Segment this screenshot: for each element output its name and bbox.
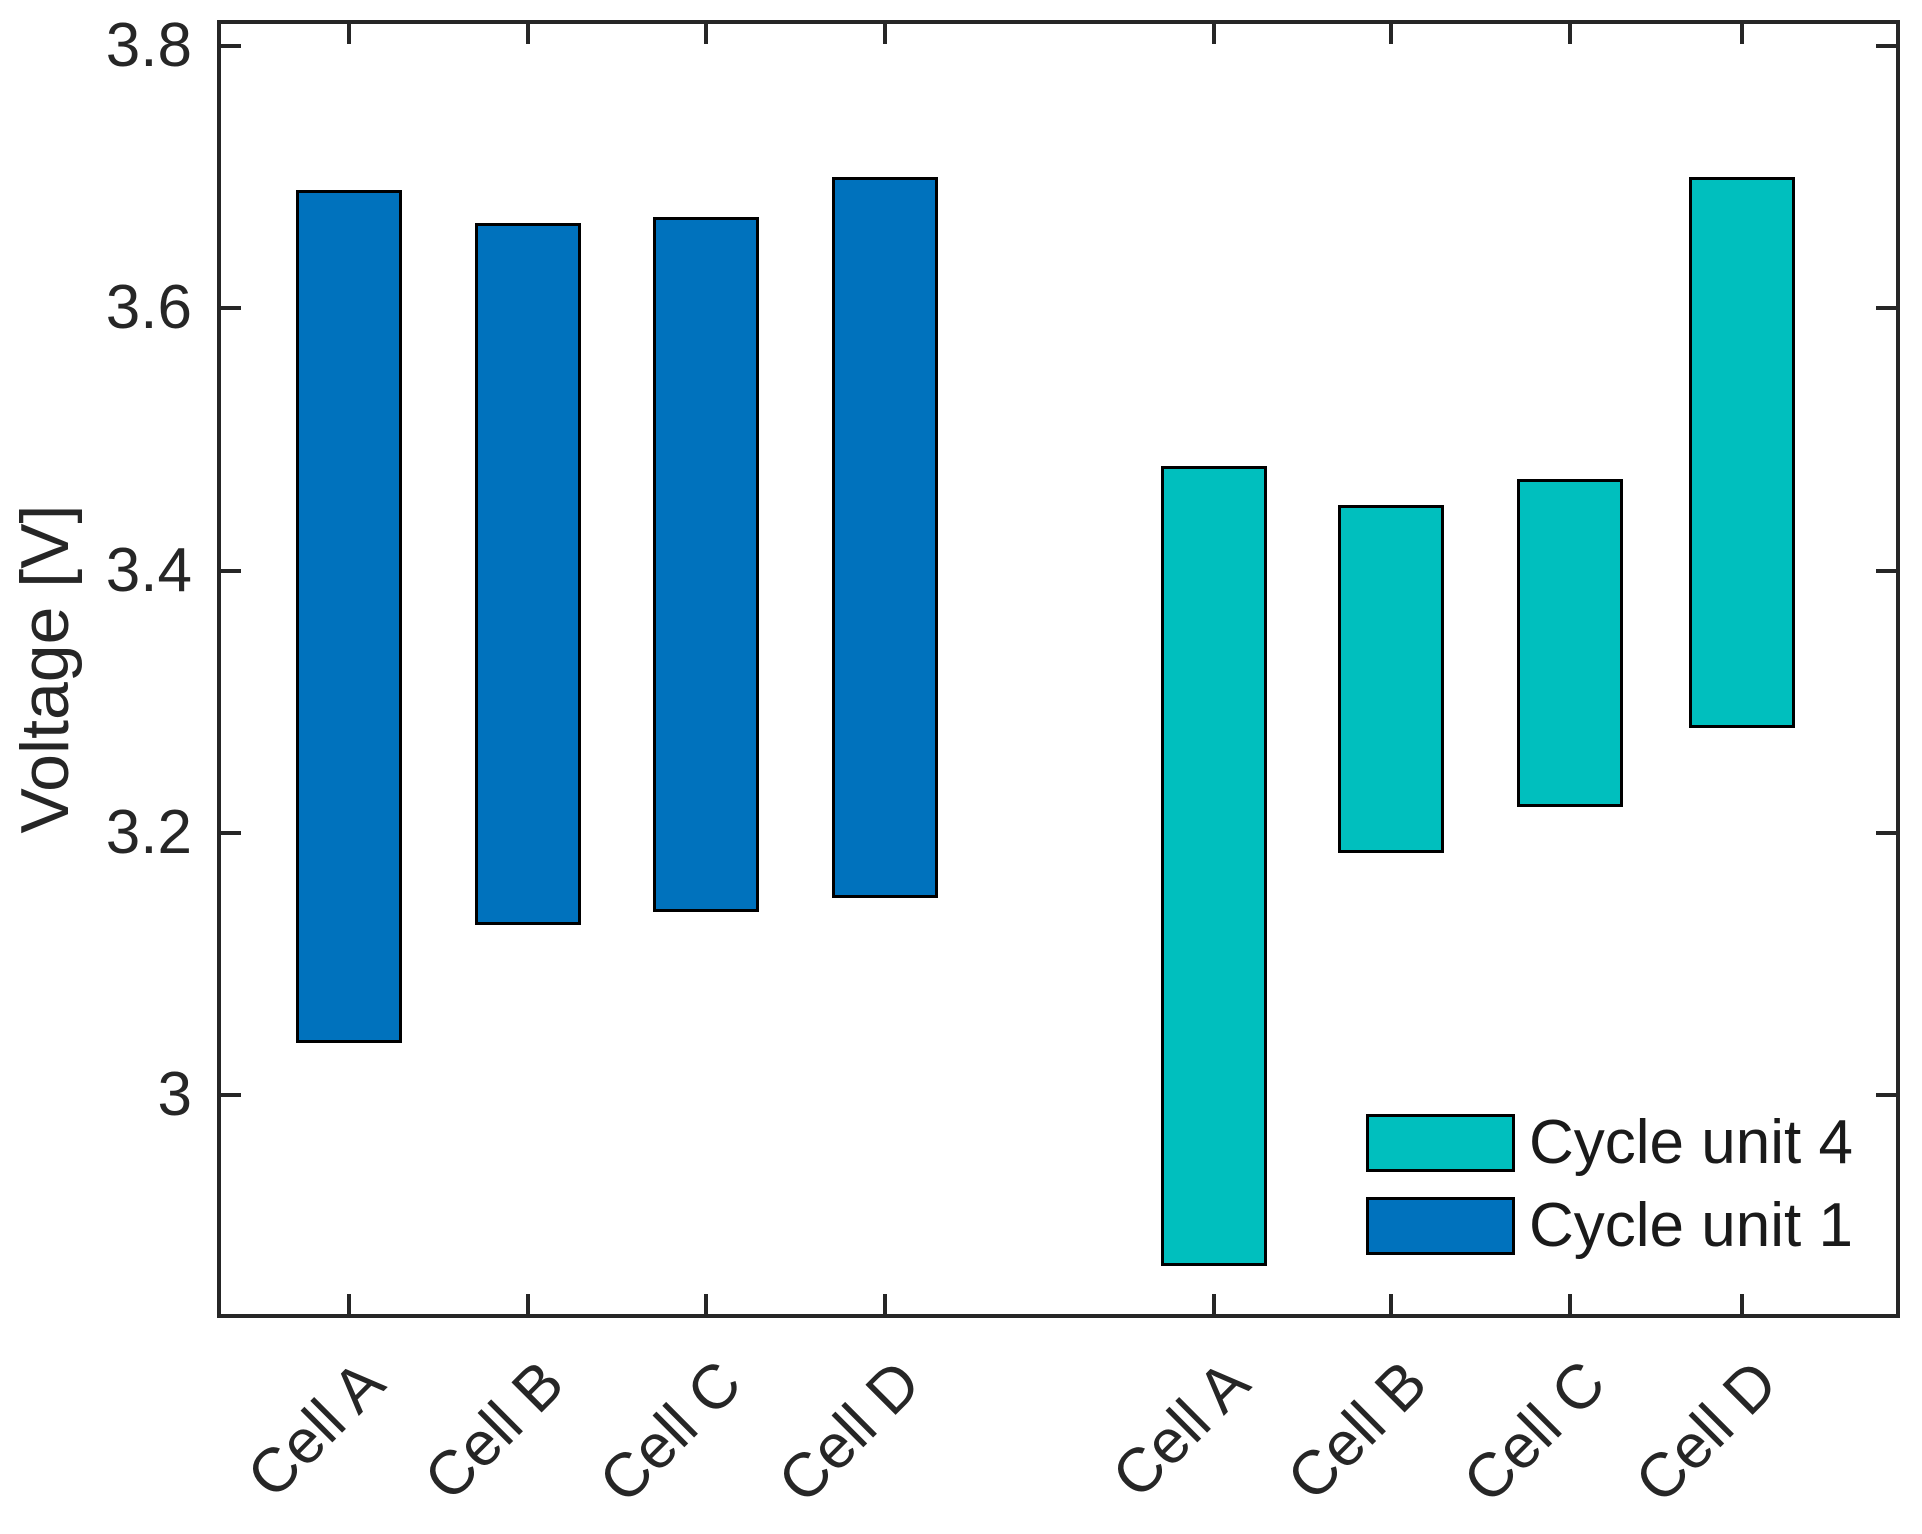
legend-swatch-cycle-unit-4 xyxy=(1366,1114,1515,1172)
y-tick-mark-left-3.4 xyxy=(221,568,241,573)
bar-cycle-unit-1-cell-c-2 xyxy=(653,216,760,912)
legend-label-cycle-unit-4: Cycle unit 4 xyxy=(1529,1108,1853,1177)
bar-cycle-unit-4-cell-a-4 xyxy=(1161,465,1267,1266)
legend-swatch-cycle-unit-1 xyxy=(1366,1197,1515,1255)
bar-cycle-unit-4-cell-b-5 xyxy=(1337,505,1444,853)
x-tick-mark-bottom-cell-c-2 xyxy=(704,1294,709,1314)
x-tick-mark-bottom-cell-b-1 xyxy=(526,1294,531,1314)
x-tick-mark-top-cell-d-3 xyxy=(882,24,887,44)
y-tick-mark-right-3.4 xyxy=(1876,568,1896,573)
x-tick-mark-bottom-cell-d-3 xyxy=(882,1294,887,1314)
y-tick-mark-left-3.6 xyxy=(221,306,241,311)
x-tick-label-cell-c-2: Cell C xyxy=(586,1348,755,1517)
y-tick-mark-right-3.2 xyxy=(1876,830,1896,835)
y-tick-label-3.4: 3.4 xyxy=(105,535,192,605)
x-tick-mark-top-cell-c-2 xyxy=(704,24,709,44)
y-tick-label-3.2: 3.2 xyxy=(105,797,192,867)
legend-label-cycle-unit-1: Cycle unit 1 xyxy=(1529,1191,1853,1260)
x-tick-mark-top-cell-a-0 xyxy=(346,24,351,44)
x-tick-label-cell-a-0: Cell A xyxy=(234,1348,398,1512)
y-tick-mark-right-3.6 xyxy=(1876,306,1896,311)
y-tick-mark-left-3.8 xyxy=(221,44,241,49)
x-tick-mark-bottom-cell-b-5 xyxy=(1388,1294,1393,1314)
x-tick-label-cell-b-1: Cell B xyxy=(411,1348,577,1514)
x-tick-label-cell-d-7: Cell D xyxy=(1622,1348,1791,1517)
x-tick-mark-bottom-cell-a-0 xyxy=(346,1294,351,1314)
bar-cycle-unit-1-cell-b-1 xyxy=(475,223,582,925)
bar-cycle-unit-4-cell-d-7 xyxy=(1688,177,1795,728)
y-axis-label: Voltage [V] xyxy=(7,504,83,834)
x-tick-mark-top-cell-b-5 xyxy=(1388,24,1393,44)
y-tick-label-3.8: 3.8 xyxy=(105,11,192,81)
bar-cycle-unit-4-cell-c-6 xyxy=(1516,478,1623,807)
x-tick-mark-bottom-cell-c-6 xyxy=(1567,1294,1572,1314)
x-tick-mark-bottom-cell-a-4 xyxy=(1212,1294,1216,1314)
x-tick-label-cell-b-5: Cell B xyxy=(1273,1348,1440,1514)
x-tick-mark-top-cell-a-4 xyxy=(1212,24,1216,44)
x-tick-mark-top-cell-c-6 xyxy=(1567,24,1572,44)
x-tick-label-cell-a-4: Cell A xyxy=(1099,1348,1263,1512)
y-tick-mark-left-3.2 xyxy=(221,830,241,835)
x-tick-label-cell-c-6: Cell C xyxy=(1450,1348,1619,1517)
x-tick-mark-bottom-cell-d-7 xyxy=(1739,1294,1744,1314)
y-tick-mark-left-3 xyxy=(221,1093,241,1098)
y-tick-mark-right-3.8 xyxy=(1876,44,1896,49)
x-tick-mark-top-cell-b-1 xyxy=(526,24,531,44)
y-tick-mark-right-3 xyxy=(1876,1093,1896,1098)
bar-cycle-unit-1-cell-a-0 xyxy=(295,190,402,1043)
y-tick-label-3.6: 3.6 xyxy=(105,273,192,343)
x-tick-mark-top-cell-d-7 xyxy=(1739,24,1744,44)
y-tick-label-3: 3 xyxy=(157,1060,192,1130)
x-tick-label-cell-d-3: Cell D xyxy=(765,1348,934,1517)
bar-cycle-unit-1-cell-d-3 xyxy=(831,177,938,899)
